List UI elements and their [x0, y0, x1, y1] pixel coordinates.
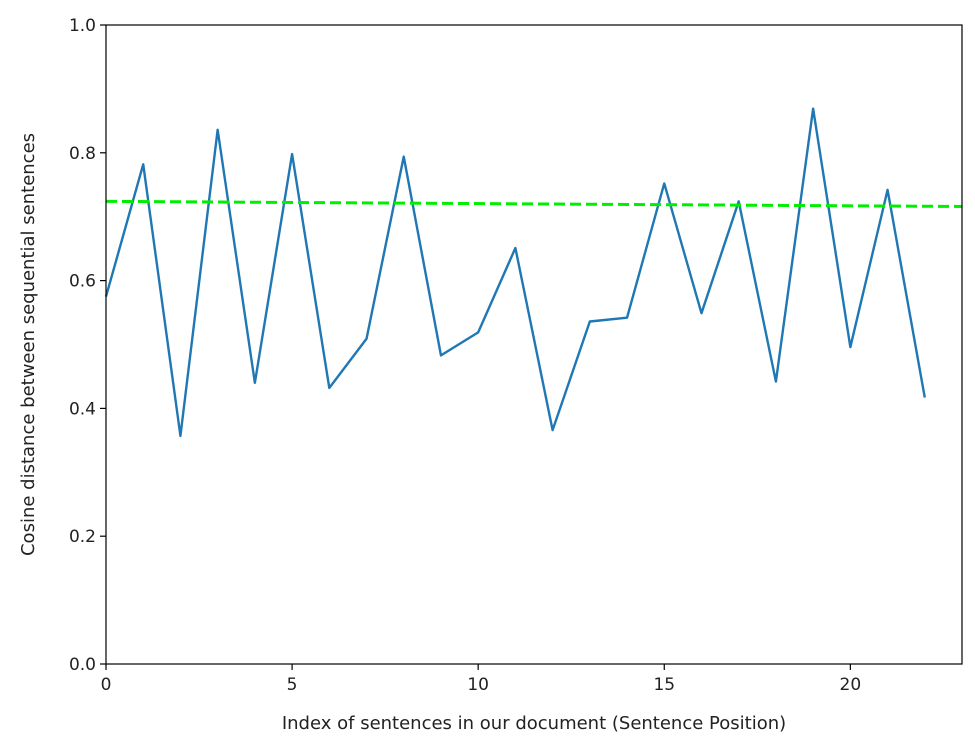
- x-axis-label: Index of sentences in our document (Sent…: [282, 713, 786, 734]
- x-tick-label: 5: [287, 675, 298, 695]
- trend-line: [105, 199, 963, 208]
- y-tick-label: 0.6: [69, 272, 96, 292]
- y-tick-label: 0.0: [69, 655, 96, 675]
- y-tick-label: 0.8: [69, 144, 96, 164]
- x-tick-label: 10: [467, 675, 489, 695]
- y-tick-label: 1.0: [69, 16, 96, 36]
- y-tick-label: 0.4: [69, 399, 96, 419]
- x-tick-label: 20: [840, 675, 862, 695]
- y-tick-label: 0.2: [69, 527, 96, 547]
- y-axis-label: Cosine distance between sequential sente…: [18, 133, 39, 556]
- x-tick-label: 15: [653, 675, 675, 695]
- series-layer: [104, 107, 963, 438]
- plot-frame: [105, 24, 963, 665]
- ticks-layer: 0 5 10 15 20 0.0 0.2 0.4 0.6 0.8 1.0: [69, 16, 861, 695]
- x-tick-label: 0: [101, 675, 112, 695]
- series-line: [104, 107, 926, 438]
